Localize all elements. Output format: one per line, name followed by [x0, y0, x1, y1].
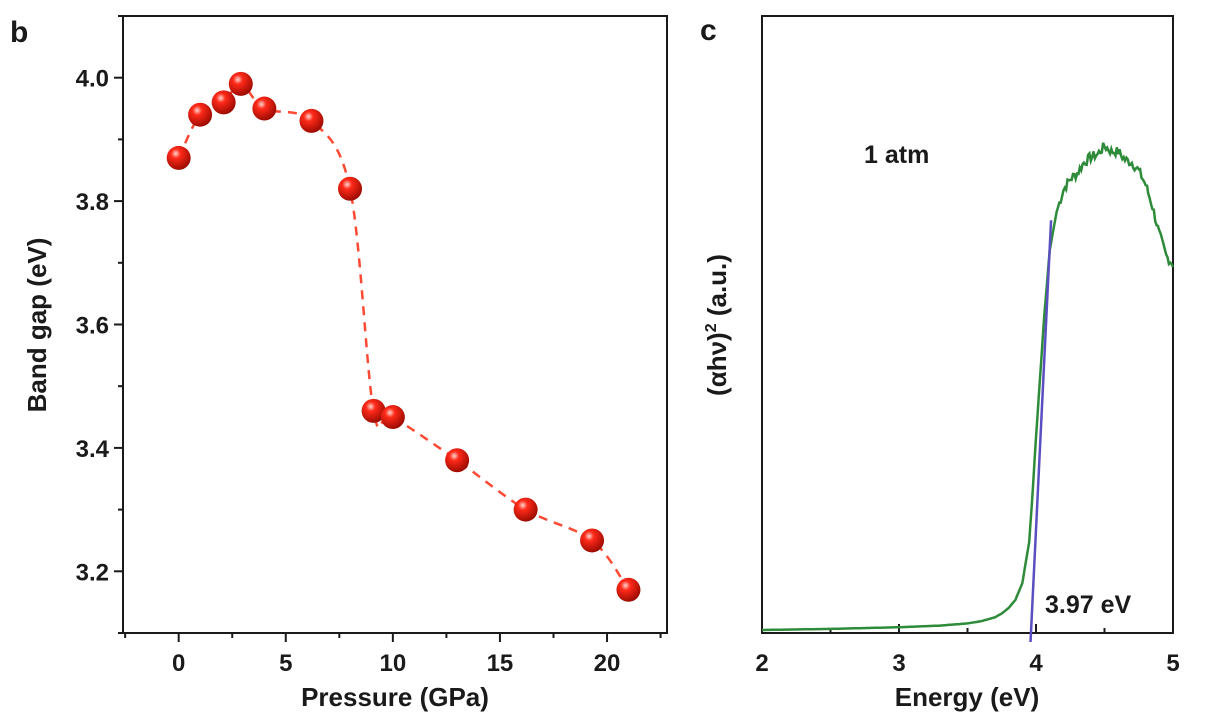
panel-c-y-label-superscript: 2 — [703, 323, 720, 332]
panel-b-data-point — [580, 528, 605, 553]
panel-b-y-tick-label: 4.0 — [76, 66, 109, 93]
panel-b-x-ticks: 0 5 10 15 20 — [124, 633, 662, 677]
panel-b-data-point — [616, 577, 641, 602]
panel-c-x-tick-label: 3 — [892, 650, 905, 677]
panel-b-y-tick-label: 3.4 — [76, 436, 110, 463]
panel-b-y-ticks: 3.2 3.4 3.6 3.8 4.0 — [76, 15, 123, 634]
panel-c-x-tick-label: 5 — [1166, 650, 1179, 677]
panel-b-data-point — [228, 71, 253, 96]
panel-b-x-tick-label: 20 — [594, 650, 621, 677]
panel-b-data-point — [338, 176, 363, 201]
panel-b-y-tick-label: 3.6 — [76, 313, 109, 340]
panel-c-pressure-annotation: 1 atm — [864, 141, 929, 169]
panel-b-label: b — [10, 16, 28, 49]
panel-c-x-ticks: 2 3 4 5 — [755, 624, 1180, 677]
panel-b-x-tick-label: 5 — [279, 650, 292, 677]
panel-b-data-point — [513, 497, 538, 522]
panel-b-data-point — [211, 90, 236, 115]
panel-b-data-point — [361, 398, 386, 423]
panel-b-band-gap-vs-pressure: b 0 5 10 15 20 3.2 3.4 3.6 3.8 4.0 Pressure (GPa… — [10, 15, 668, 712]
panel-c-label: c — [700, 14, 717, 47]
panel-b-x-tick-label: 0 — [172, 650, 185, 677]
panel-b-data-point — [252, 96, 277, 121]
panel-c-linear-fit-line — [1029, 220, 1053, 643]
panel-b-data-point — [299, 108, 324, 133]
panel-c-y-axis-label: (αhν)2 (a.u.) — [702, 254, 732, 396]
panel-c-x-tick-label: 2 — [755, 650, 768, 677]
panel-b-data-point — [166, 145, 191, 170]
panel-b-data-point — [380, 405, 405, 430]
panel-b-data-point — [445, 448, 470, 473]
panel-c-absorption-curve — [762, 142, 1175, 632]
panel-c-gap-annotation: 3.97 eV — [1045, 591, 1132, 619]
panel-c-tauc-plot: c 2 3 4 5 1 atm 3.97 eV Energy (eV) (αhν)2 … — [700, 14, 1180, 712]
panel-b-y-axis-label: Band gap (eV) — [22, 238, 52, 413]
panel-c-plot-frame — [761, 15, 1174, 634]
panel-b-data-point — [188, 102, 213, 127]
panel-b-data-points — [166, 71, 641, 602]
panel-b-dashed-curve — [177, 82, 630, 591]
panel-b-y-tick-label: 3.2 — [76, 559, 109, 586]
panel-c-x-tick-label: 4 — [1029, 650, 1043, 677]
panel-b-y-tick-label: 3.8 — [76, 189, 109, 216]
panel-b-x-tick-label: 15 — [487, 650, 514, 677]
panel-c-x-axis-label: Energy (eV) — [895, 682, 1040, 712]
panel-c-y-label-unit: (a.u.) — [702, 254, 732, 323]
panel-b-x-tick-label: 10 — [380, 650, 407, 677]
panel-c-y-label-main: (αhν) — [702, 332, 732, 396]
panel-b-x-axis-label: Pressure (GPa) — [301, 682, 489, 712]
